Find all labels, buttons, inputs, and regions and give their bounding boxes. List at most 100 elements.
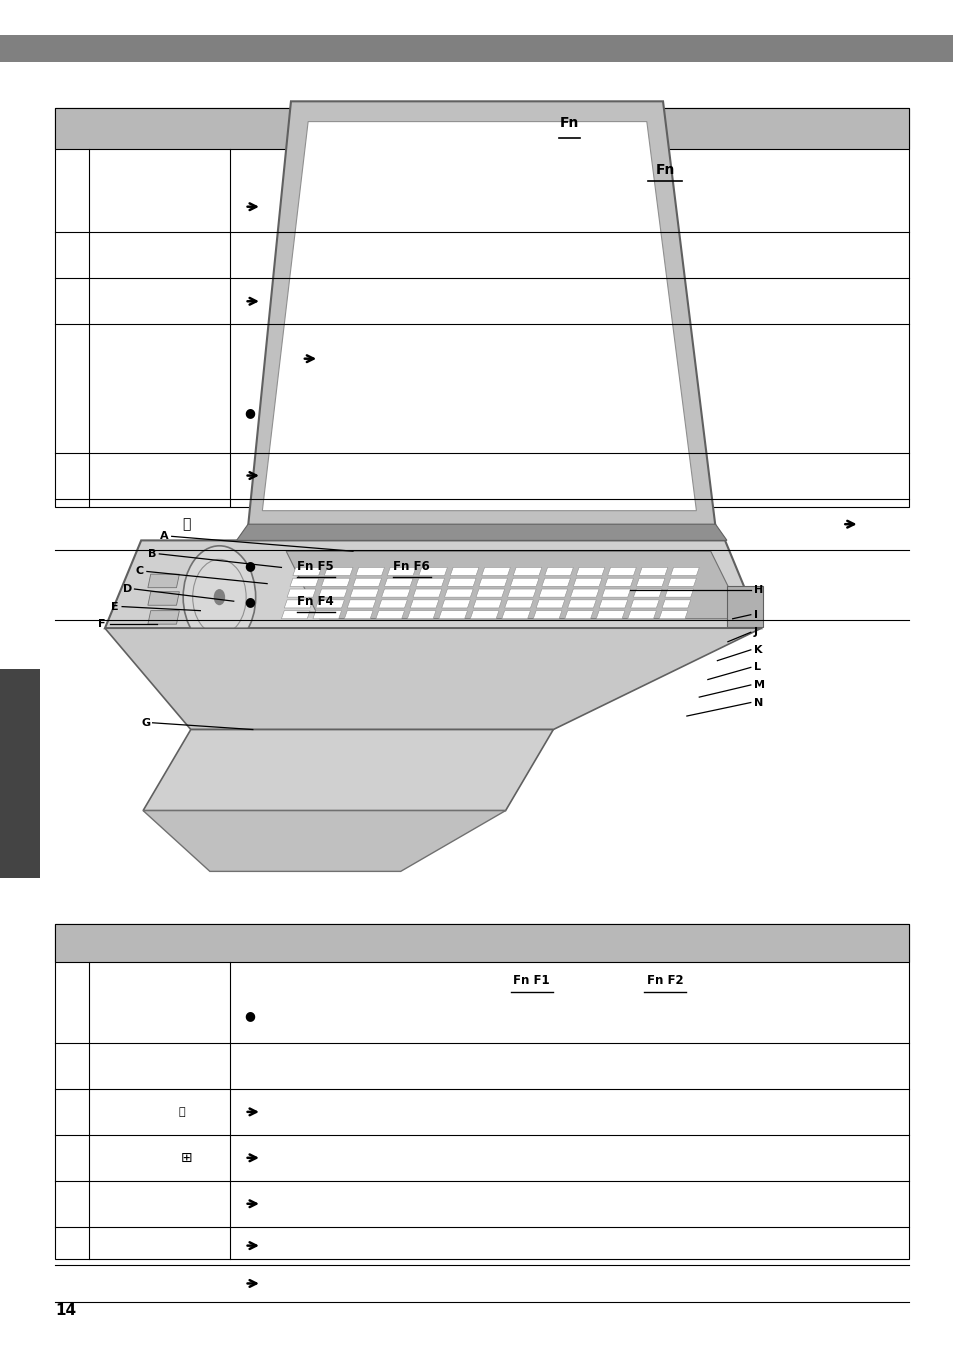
Polygon shape xyxy=(105,540,760,628)
Text: B: B xyxy=(148,549,156,559)
Polygon shape xyxy=(248,101,715,527)
Text: E: E xyxy=(111,601,118,612)
Polygon shape xyxy=(607,567,636,576)
Polygon shape xyxy=(347,600,375,608)
Circle shape xyxy=(213,589,225,605)
Polygon shape xyxy=(570,589,598,597)
Bar xyxy=(55,108,908,507)
Text: H: H xyxy=(753,585,762,596)
Polygon shape xyxy=(324,567,353,576)
Polygon shape xyxy=(105,628,760,730)
Text: 14: 14 xyxy=(55,1302,76,1319)
Polygon shape xyxy=(476,589,504,597)
Bar xyxy=(0,35,953,62)
Polygon shape xyxy=(236,524,726,540)
Polygon shape xyxy=(262,122,696,511)
Polygon shape xyxy=(604,578,633,586)
Polygon shape xyxy=(378,600,407,608)
Polygon shape xyxy=(633,589,661,597)
Polygon shape xyxy=(381,589,410,597)
Polygon shape xyxy=(344,611,373,619)
Polygon shape xyxy=(507,589,536,597)
Text: ⊞: ⊞ xyxy=(181,1151,193,1165)
Polygon shape xyxy=(573,578,601,586)
Text: J: J xyxy=(753,627,757,638)
Text: A: A xyxy=(160,531,169,542)
Text: F: F xyxy=(98,619,106,630)
Bar xyxy=(55,108,908,149)
Polygon shape xyxy=(661,600,690,608)
Polygon shape xyxy=(667,578,696,586)
Polygon shape xyxy=(313,611,341,619)
Polygon shape xyxy=(413,589,441,597)
Text: K: K xyxy=(753,644,761,655)
Polygon shape xyxy=(143,730,553,811)
Polygon shape xyxy=(513,567,541,576)
Polygon shape xyxy=(438,611,467,619)
Polygon shape xyxy=(596,611,624,619)
Text: Fn: Fn xyxy=(655,163,674,177)
Text: Fn F5: Fn F5 xyxy=(296,559,334,573)
Bar xyxy=(55,924,908,1259)
Polygon shape xyxy=(418,567,447,576)
Polygon shape xyxy=(355,567,384,576)
Polygon shape xyxy=(321,578,350,586)
Polygon shape xyxy=(639,567,667,576)
Polygon shape xyxy=(416,578,444,586)
Polygon shape xyxy=(470,611,498,619)
Text: N: N xyxy=(753,697,762,708)
Polygon shape xyxy=(630,600,659,608)
Polygon shape xyxy=(315,600,344,608)
Polygon shape xyxy=(533,611,561,619)
Polygon shape xyxy=(353,578,381,586)
Polygon shape xyxy=(407,611,436,619)
Polygon shape xyxy=(286,551,743,619)
Polygon shape xyxy=(350,589,378,597)
Text: ●: ● xyxy=(244,407,255,419)
Polygon shape xyxy=(501,611,530,619)
Text: Fn F1: Fn F1 xyxy=(513,974,549,988)
Text: ⏻: ⏻ xyxy=(182,517,191,531)
Polygon shape xyxy=(538,589,567,597)
Polygon shape xyxy=(284,600,313,608)
Polygon shape xyxy=(143,811,505,871)
Polygon shape xyxy=(441,600,470,608)
Polygon shape xyxy=(670,567,699,576)
Polygon shape xyxy=(447,578,476,586)
Polygon shape xyxy=(510,578,538,586)
Polygon shape xyxy=(444,589,473,597)
Polygon shape xyxy=(473,600,501,608)
Polygon shape xyxy=(290,578,318,586)
Polygon shape xyxy=(375,611,404,619)
Text: Fn F6: Fn F6 xyxy=(392,559,429,573)
Polygon shape xyxy=(478,578,507,586)
Polygon shape xyxy=(148,574,179,588)
Polygon shape xyxy=(726,586,762,627)
Polygon shape xyxy=(450,567,478,576)
Polygon shape xyxy=(148,592,179,605)
Text: M: M xyxy=(753,680,764,690)
Polygon shape xyxy=(576,567,604,576)
Polygon shape xyxy=(601,589,630,597)
Polygon shape xyxy=(481,567,510,576)
Text: I: I xyxy=(753,609,757,620)
Text: ●: ● xyxy=(244,594,255,608)
Polygon shape xyxy=(504,600,533,608)
Text: C: C xyxy=(135,566,144,577)
Polygon shape xyxy=(659,611,687,619)
Text: Fn: Fn xyxy=(559,116,578,130)
Text: Fn F4: Fn F4 xyxy=(296,594,334,608)
Bar xyxy=(0,669,40,878)
Polygon shape xyxy=(541,578,570,586)
Polygon shape xyxy=(636,578,664,586)
Polygon shape xyxy=(544,567,573,576)
Text: Fn F2: Fn F2 xyxy=(646,974,682,988)
Text: L: L xyxy=(753,662,760,673)
Polygon shape xyxy=(664,589,693,597)
Polygon shape xyxy=(287,589,315,597)
Circle shape xyxy=(183,546,255,648)
Text: ●: ● xyxy=(244,559,255,573)
Polygon shape xyxy=(627,611,656,619)
Polygon shape xyxy=(567,600,596,608)
Polygon shape xyxy=(293,567,321,576)
